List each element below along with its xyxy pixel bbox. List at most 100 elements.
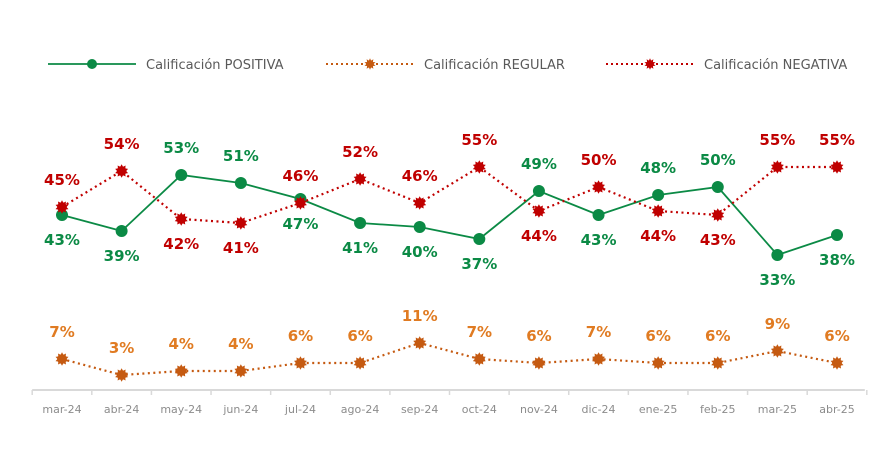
data-point-calificacion-positiva (771, 249, 784, 261)
data-label-calificacion-positiva: 47% (283, 215, 319, 233)
data-label-calificacion-negativa: 55% (759, 131, 795, 149)
data-point-calificacion-negativa (174, 212, 188, 226)
data-point-calificacion-regular (830, 356, 844, 370)
data-label-calificacion-positiva: 43% (44, 231, 80, 249)
legend-marker (644, 58, 656, 70)
data-label-calificacion-negativa: 41% (223, 239, 259, 257)
data-label-calificacion-negativa: 43% (700, 231, 736, 249)
data-point-calificacion-positiva (115, 225, 128, 237)
x-tick-label: abr-25 (819, 403, 855, 416)
data-label-calificacion-positiva: 38% (819, 251, 855, 269)
x-tick-label: feb-25 (700, 403, 736, 416)
series-lines (61, 165, 838, 377)
x-tick-label: jun-24 (222, 403, 258, 416)
data-label-calificacion-negativa: 55% (819, 131, 855, 149)
data-label-calificacion-regular: 9% (765, 315, 790, 333)
x-tick-label: nov-24 (520, 403, 558, 416)
data-label-calificacion-regular: 7% (586, 323, 611, 341)
data-label-calificacion-positiva: 43% (581, 231, 617, 249)
data-point-calificacion-regular (353, 356, 367, 370)
data-label-calificacion-negativa: 44% (521, 227, 557, 245)
data-label-calificacion-negativa: 50% (581, 151, 617, 169)
data-point-calificacion-positiva (175, 169, 188, 181)
data-label-calificacion-positiva: 49% (521, 155, 557, 173)
data-label-calificacion-regular: 7% (49, 323, 74, 341)
data-label-calificacion-regular: 6% (347, 327, 372, 345)
data-label-calificacion-positiva: 40% (402, 243, 438, 261)
data-point-calificacion-negativa (592, 180, 606, 194)
data-point-calificacion-negativa (115, 164, 129, 178)
data-label-calificacion-negativa: 46% (283, 167, 319, 185)
legend-item-calificacion-negativa: Calificación NEGATIVA (606, 58, 847, 73)
data-label-calificacion-regular: 6% (705, 327, 730, 345)
x-tick-label: abr-24 (104, 403, 140, 416)
data-point-calificacion-negativa (353, 172, 367, 186)
data-label-calificacion-regular: 6% (824, 327, 849, 345)
data-point-calificacion-negativa (293, 196, 307, 210)
data-label-calificacion-positiva: 53% (163, 139, 199, 157)
data-label-calificacion-negativa: 44% (640, 227, 676, 245)
data-label-calificacion-regular: 4% (228, 335, 253, 353)
data-point-calificacion-negativa (830, 160, 844, 174)
data-point-calificacion-negativa (711, 208, 725, 222)
data-label-calificacion-regular: 6% (645, 327, 670, 345)
data-label-calificacion-positiva: 41% (342, 239, 378, 257)
data-label-calificacion-regular: 6% (526, 327, 551, 345)
data-point-calificacion-positiva (831, 229, 843, 241)
data-point-calificacion-regular (55, 352, 69, 366)
data-point-calificacion-positiva (652, 189, 665, 201)
data-label-calificacion-negativa: 52% (342, 143, 378, 161)
data-label-calificacion-negativa: 45% (44, 171, 80, 189)
x-tick-label: mar-25 (758, 403, 797, 416)
data-point-calificacion-regular (234, 364, 248, 378)
x-tick-label: dic-24 (582, 403, 616, 416)
x-tick-label: ene-25 (639, 403, 677, 416)
x-tick-label: sep-24 (401, 403, 438, 416)
data-label-calificacion-negativa: 46% (402, 167, 438, 185)
data-label-calificacion-positiva: 48% (640, 159, 676, 177)
data-point-calificacion-regular (711, 356, 725, 370)
data-point-calificacion-negativa (55, 200, 69, 214)
legend-item-calificacion-positiva: Calificación POSITIVA (48, 58, 284, 73)
data-point-calificacion-regular (532, 356, 546, 370)
legend-label: Calificación REGULAR (424, 58, 565, 73)
data-label-calificacion-positiva: 50% (700, 151, 736, 169)
data-point-calificacion-positiva (592, 209, 605, 221)
x-tick-label: may-24 (160, 403, 202, 416)
series-markers (55, 160, 844, 382)
x-tick-label: oct-24 (462, 403, 497, 416)
data-point-calificacion-negativa (234, 216, 248, 230)
data-point-calificacion-regular (413, 336, 427, 350)
data-label-calificacion-regular: 7% (467, 323, 492, 341)
data-point-calificacion-positiva (473, 233, 486, 245)
data-point-calificacion-negativa (651, 204, 665, 218)
legend-item-calificacion-regular: Calificación REGULAR (326, 58, 565, 73)
x-tick-label: ago-24 (341, 403, 380, 416)
legend-label: Calificación POSITIVA (146, 58, 284, 73)
data-point-calificacion-regular (770, 344, 784, 358)
data-point-calificacion-regular (651, 356, 665, 370)
data-point-calificacion-negativa (413, 196, 427, 210)
data-label-calificacion-positiva: 51% (223, 147, 259, 165)
data-label-calificacion-regular: 6% (288, 327, 313, 345)
data-point-calificacion-regular (115, 368, 129, 382)
series-labels: 43% 39% 53% 51% 47% 41% 40% 37% 49% 43% 48% 50% 33% 3… (44, 131, 855, 357)
data-label-calificacion-positiva: 37% (461, 255, 497, 273)
data-point-calificacion-positiva (354, 217, 367, 229)
data-label-calificacion-negativa: 54% (104, 135, 140, 153)
data-point-calificacion-regular (592, 352, 606, 366)
series-line-calificacion-positiva (61, 174, 838, 257)
data-point-calificacion-positiva (413, 221, 426, 233)
data-point-calificacion-regular (472, 352, 486, 366)
data-point-calificacion-negativa (770, 160, 784, 174)
data-point-calificacion-negativa (532, 204, 546, 218)
data-label-calificacion-regular: 4% (168, 335, 193, 353)
data-label-calificacion-positiva: 39% (104, 247, 140, 265)
data-label-calificacion-regular: 3% (109, 339, 134, 357)
legend-marker (87, 59, 97, 69)
data-point-calificacion-positiva (234, 177, 247, 189)
x-tick-label: mar-24 (42, 403, 81, 416)
x-axis: mar-24 abr-24 may-24 jun-24 jul-24 ago-24 sep-… (31, 389, 868, 416)
data-point-calificacion-regular (174, 364, 188, 378)
